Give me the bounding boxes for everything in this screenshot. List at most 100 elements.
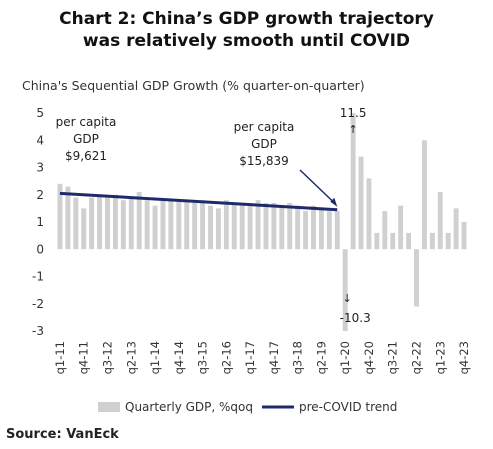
- bar-q2-21: [382, 211, 388, 250]
- bar-q2-16: [223, 200, 229, 250]
- x-tick-label: q3-21: [386, 341, 400, 374]
- bar-q3-18: [295, 205, 301, 250]
- chart-title-banner: Chart 2: China’s GDP growth trajectory w…: [0, 8, 493, 52]
- x-tick-label: q4-11: [77, 341, 91, 374]
- annotation-arrow-2019: [299, 169, 336, 205]
- x-tick-label: q3-12: [101, 341, 115, 374]
- y-tick-label: 1: [36, 215, 44, 229]
- bar-q3-23: [453, 208, 459, 250]
- bar-q1-11: [57, 183, 63, 250]
- bar-q2-20: [350, 113, 356, 250]
- annotation-per-capita-2011: GDP: [73, 132, 99, 146]
- bar-q2-19: [318, 208, 324, 250]
- x-tick-label: q2-16: [219, 341, 233, 374]
- bar-q4-23: [461, 222, 467, 250]
- bar-q1-22: [406, 232, 412, 250]
- annotation-peak-value: 11.5: [340, 106, 367, 120]
- bar-q1-14: [152, 205, 158, 250]
- bar-q3-21: [390, 232, 396, 250]
- bar-q4-11: [81, 208, 87, 250]
- annotation-per-capita-2019: GDP: [251, 137, 277, 151]
- bar-q3-12: [105, 197, 110, 250]
- x-tick-label: q2-13: [124, 341, 138, 374]
- bar-q3-14: [168, 200, 174, 250]
- bar-q2-23: [445, 232, 451, 250]
- bar-q3-15: [200, 200, 206, 250]
- x-tick-label: q2-22: [410, 341, 424, 374]
- y-tick-label: 4: [36, 133, 44, 147]
- bar-q3-20: [358, 156, 364, 250]
- bar-q3-19: [326, 211, 332, 250]
- bar-q1-17: [247, 205, 253, 250]
- chart-subtitle: China's Sequential GDP Growth (% quarter…: [22, 78, 365, 93]
- bar-q2-17: [255, 200, 261, 250]
- y-tick-label: -1: [32, 270, 44, 284]
- bar-q1-23: [437, 192, 443, 250]
- annotation-trough-value: -10.3: [340, 311, 371, 325]
- bar-q3-13: [136, 192, 142, 250]
- title-line-2: was relatively smooth until COVID: [82, 31, 411, 51]
- legend-label-trend: pre-COVID trend: [299, 400, 397, 414]
- bar-q1-18: [279, 205, 285, 250]
- bar-q1-16: [215, 208, 221, 250]
- bar-q4-18: [303, 211, 309, 250]
- bar-q1-15: [184, 200, 190, 250]
- bar-q4-19: [334, 211, 340, 250]
- annotation-up-arrow: ↑: [349, 123, 358, 136]
- x-tick-label: q3-18: [291, 341, 305, 374]
- bar-q4-16: [239, 202, 245, 250]
- bar-q2-14: [160, 200, 166, 250]
- title-line-1: Chart 2: China’s GDP growth trajectory: [59, 9, 434, 29]
- x-tick-label: q1-11: [53, 341, 67, 374]
- legend-swatch-bars: [98, 402, 120, 412]
- annotation-arrowhead-2019: [330, 197, 338, 207]
- trend-line: [59, 191, 338, 212]
- bar-q3-11: [73, 197, 79, 250]
- bar-q1-12: [89, 197, 95, 250]
- bar-q1-19: [311, 205, 316, 250]
- bar-q1-20: [342, 249, 348, 331]
- bar-q4-21: [398, 205, 404, 250]
- bar-q2-22: [414, 249, 419, 307]
- x-tick-label: q1-14: [148, 341, 162, 374]
- bar-q2-13: [128, 197, 134, 250]
- bar-q1-21: [374, 232, 380, 250]
- bar-q2-15: [192, 202, 198, 250]
- y-tick-label: 3: [36, 161, 44, 175]
- x-tick-label: q4-23: [457, 341, 471, 374]
- bar-q2-18: [287, 202, 293, 250]
- annotation-per-capita-2019: $15,839: [239, 154, 289, 168]
- x-tick-label: q4-17: [267, 341, 281, 374]
- legend-label-bars: Quarterly GDP, %qoq: [125, 400, 253, 414]
- x-tick-label: q3-15: [196, 341, 210, 374]
- bar-q4-20: [366, 178, 372, 250]
- bar-q4-22: [429, 232, 435, 250]
- x-tick-label: q1-17: [243, 341, 257, 374]
- x-tick-label: q1-23: [433, 341, 447, 374]
- annotation-per-capita-2019: per capita: [234, 120, 295, 134]
- bar-q4-15: [208, 205, 213, 250]
- y-tick-label: 0: [36, 242, 44, 256]
- annotation-per-capita-2011: per capita: [56, 115, 117, 129]
- bar-q1-13: [120, 200, 126, 250]
- annotation-per-capita-2011: $9,621: [65, 149, 107, 163]
- y-tick-label: 5: [36, 106, 44, 120]
- bar-q2-12: [97, 194, 103, 250]
- x-tick-label: q4-20: [362, 341, 376, 374]
- bar-q4-12: [112, 194, 118, 250]
- bar-q3-17: [263, 202, 269, 250]
- y-tick-label: -2: [32, 297, 44, 311]
- y-tick-label: -3: [32, 324, 44, 338]
- source-note: Source: VanEck: [6, 427, 119, 442]
- bar-q4-13: [144, 200, 150, 250]
- bar-q3-22: [421, 140, 427, 250]
- bar-q4-14: [176, 200, 182, 250]
- bar-q3-16: [231, 202, 237, 250]
- x-tick-label: q2-19: [314, 341, 328, 374]
- annotation-down-arrow: ↓: [343, 292, 352, 305]
- y-tick-label: 2: [36, 188, 44, 202]
- bar-q4-17: [271, 202, 277, 250]
- x-tick-label: q4-14: [172, 341, 186, 374]
- bar-q2-11: [65, 186, 71, 250]
